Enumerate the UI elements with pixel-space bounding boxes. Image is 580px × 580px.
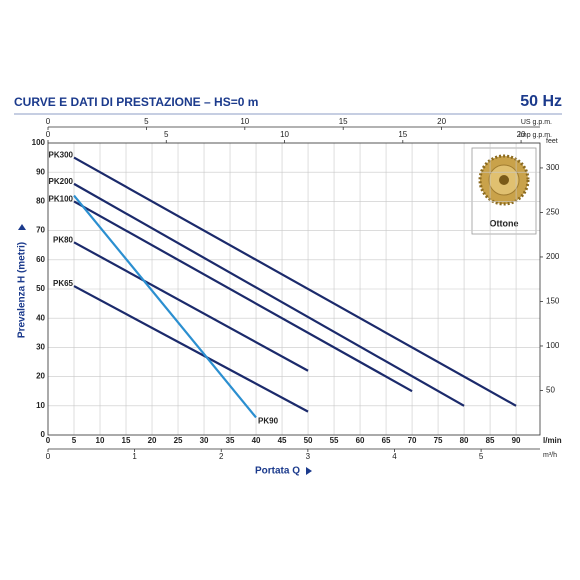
y-tick-label: 40 [36, 313, 45, 322]
x-tick-label: 20 [148, 436, 157, 445]
x3-tick-label: 20 [517, 130, 526, 139]
chart-title: CURVE E DATI DI PRESTAZIONE – HS=0 m [14, 95, 258, 109]
curve [73, 182, 465, 407]
y-tick-label: 70 [36, 226, 45, 235]
x4-tick-label: 0 [46, 452, 51, 461]
x-tick-label: 90 [512, 436, 521, 445]
series-label: PK90 [258, 417, 279, 426]
y2-tick-label: 200 [546, 252, 560, 261]
x-arrow [306, 467, 312, 475]
x2-tick-label: 5 [144, 117, 149, 126]
y-tick-label: 90 [36, 167, 45, 176]
x-tick-label: 80 [460, 436, 469, 445]
y-tick-label: 50 [36, 284, 45, 293]
x-tick-label: 5 [72, 436, 77, 445]
x-tick-label: 30 [200, 436, 209, 445]
x-tick-label: 85 [486, 436, 495, 445]
x4-tick-label: 1 [132, 452, 137, 461]
y-tick-label: 0 [41, 430, 46, 439]
plot-frame [47, 142, 541, 436]
y2-tick-label: 100 [546, 341, 560, 350]
x-unit: l/min [543, 436, 562, 445]
x4-tick-label: 4 [392, 452, 397, 461]
y-tick-label: 10 [36, 401, 45, 410]
x3-tick-label: 15 [398, 130, 407, 139]
y-arrow [18, 224, 26, 230]
y-tick-label: 30 [36, 343, 45, 352]
curve [73, 241, 309, 372]
x2-unit: US g.p.m. [521, 119, 552, 126]
badge-label: Ottone [490, 218, 519, 228]
y2-unit: feet [546, 138, 558, 145]
x-tick-label: 75 [434, 436, 443, 445]
x-tick-label: 60 [356, 436, 365, 445]
x2-tick-label: 0 [46, 117, 51, 126]
frequency: 50 Hz [520, 93, 562, 110]
series-label: PK65 [53, 279, 74, 288]
x3-tick-label: 10 [280, 130, 289, 139]
y-tick-label: 20 [36, 372, 45, 381]
curve [73, 194, 257, 419]
x-tick-label: 40 [252, 436, 261, 445]
series-label: PK100 [49, 195, 74, 204]
impeller-core [499, 175, 509, 185]
y-tick-label: 60 [36, 255, 45, 264]
x3-unit: Imp g.p.m. [519, 132, 552, 139]
x-tick-label: 50 [304, 436, 313, 445]
x4-tick-label: 2 [219, 452, 224, 461]
series-label: PK80 [53, 235, 74, 244]
x4-tick-label: 3 [306, 452, 311, 461]
curve [73, 200, 413, 393]
x-tick-label: 70 [408, 436, 417, 445]
x-tick-label: 15 [122, 436, 131, 445]
y-axis-title: Prevalenza H (metri) [17, 242, 28, 338]
x-tick-label: 10 [96, 436, 105, 445]
badge: Ottone [471, 147, 537, 235]
x-axis-title: Portata Q [255, 466, 300, 477]
x-tick-label: 35 [226, 436, 235, 445]
y2-tick-label: 150 [546, 297, 560, 306]
y-tick-label: 100 [32, 138, 46, 147]
x3-tick-label: 0 [46, 130, 51, 139]
x-tick-label: 45 [278, 436, 287, 445]
y2-tick-label: 250 [546, 208, 560, 217]
curve [73, 156, 517, 407]
x3-tick-label: 5 [164, 130, 169, 139]
x2-tick-label: 20 [437, 117, 446, 126]
x-tick-label: 65 [382, 436, 391, 445]
y2-tick-label: 300 [546, 163, 560, 172]
x-tick-label: 25 [174, 436, 183, 445]
x-tick-label: 0 [46, 436, 51, 445]
curve [73, 285, 309, 413]
x-tick-label: 55 [330, 436, 339, 445]
x2-tick-label: 10 [240, 117, 249, 126]
x4-unit: m³/h [543, 452, 557, 459]
x4-tick-label: 5 [479, 452, 484, 461]
x2-tick-label: 15 [339, 117, 348, 126]
series-label: PK300 [49, 151, 74, 160]
y2-tick-label: 50 [546, 386, 555, 395]
y-tick-label: 80 [36, 197, 45, 206]
series-label: PK200 [49, 177, 74, 186]
